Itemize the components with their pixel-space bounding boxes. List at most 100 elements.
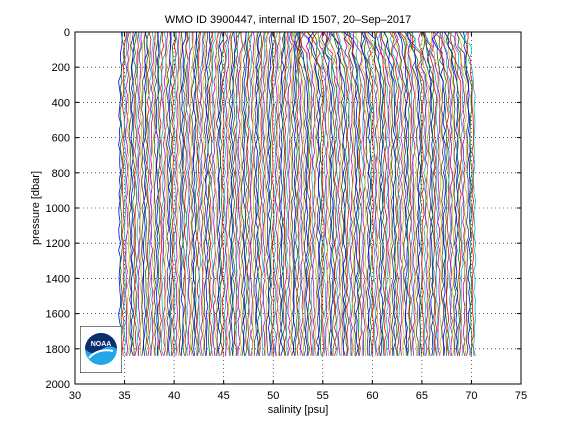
series-line bbox=[200, 31, 206, 356]
series-line bbox=[214, 31, 220, 356]
series-line bbox=[330, 31, 347, 356]
series-line bbox=[255, 31, 262, 356]
series-line bbox=[205, 31, 211, 356]
series-line bbox=[321, 31, 332, 356]
series-line bbox=[300, 31, 313, 356]
series-line bbox=[150, 31, 156, 356]
series-line bbox=[466, 31, 475, 356]
series-line bbox=[322, 31, 336, 356]
x-tick-label: 35 bbox=[118, 390, 130, 402]
series-line bbox=[141, 31, 147, 356]
series-line bbox=[226, 31, 232, 356]
series-line bbox=[373, 31, 388, 356]
y-tick-label: 200 bbox=[52, 62, 70, 74]
series-line bbox=[364, 31, 375, 356]
series-line bbox=[269, 31, 276, 356]
series-line bbox=[463, 31, 471, 356]
series-line bbox=[328, 31, 341, 356]
series-line bbox=[419, 31, 430, 356]
series-line bbox=[191, 31, 197, 356]
y-axis-label: pressure [dbar] bbox=[30, 171, 42, 245]
series-line bbox=[242, 31, 248, 356]
series-line bbox=[328, 31, 343, 356]
series-line bbox=[374, 31, 386, 356]
series-line bbox=[121, 31, 128, 356]
series-line bbox=[360, 31, 373, 356]
series-line bbox=[258, 31, 265, 356]
series-line bbox=[173, 31, 179, 356]
series-line bbox=[267, 31, 274, 356]
x-tick-label: 65 bbox=[416, 390, 428, 402]
series-line bbox=[241, 31, 247, 356]
noaa-logo: NOAA bbox=[80, 326, 122, 373]
series-line bbox=[344, 31, 357, 356]
series-line bbox=[185, 31, 192, 356]
series-line bbox=[283, 31, 289, 356]
series-line bbox=[445, 31, 457, 356]
series-line bbox=[463, 31, 477, 356]
series-line bbox=[167, 31, 172, 356]
series-line bbox=[367, 31, 384, 356]
logo-wave bbox=[88, 349, 114, 359]
series-line bbox=[306, 31, 318, 356]
series-line bbox=[307, 31, 320, 356]
x-tick-label: 30 bbox=[69, 390, 81, 402]
series-line bbox=[239, 31, 245, 356]
series-line bbox=[421, 31, 432, 356]
series-line bbox=[291, 31, 302, 356]
series-line bbox=[266, 31, 273, 356]
series-line bbox=[228, 31, 234, 356]
x-tick-label: 75 bbox=[515, 390, 527, 402]
series-line bbox=[450, 31, 462, 356]
series-line bbox=[223, 32, 229, 356]
series-line bbox=[224, 31, 232, 356]
series-line bbox=[326, 31, 339, 356]
series-line bbox=[403, 31, 418, 356]
series-line bbox=[194, 31, 200, 356]
series-line bbox=[433, 31, 450, 356]
series-line bbox=[299, 31, 314, 356]
series-line bbox=[233, 31, 241, 356]
series-line bbox=[146, 31, 152, 356]
series-line bbox=[307, 31, 322, 356]
series-line bbox=[298, 31, 309, 356]
series-line bbox=[246, 31, 253, 356]
series-line bbox=[333, 31, 348, 356]
series-line bbox=[411, 32, 425, 356]
y-tick-label: 2000 bbox=[46, 379, 70, 391]
series-line bbox=[201, 31, 208, 356]
series-line bbox=[459, 31, 473, 356]
series-line bbox=[271, 31, 277, 356]
series-line bbox=[348, 31, 361, 356]
series-line bbox=[198, 31, 204, 356]
series-line bbox=[125, 31, 130, 356]
series-line bbox=[169, 31, 176, 356]
series-line bbox=[373, 31, 382, 356]
series-line bbox=[360, 31, 371, 356]
x-tick-label: 45 bbox=[218, 390, 230, 402]
series-line bbox=[438, 31, 448, 356]
y-tick-label: 1800 bbox=[46, 344, 70, 356]
series-line bbox=[317, 31, 330, 356]
series-line bbox=[285, 31, 290, 356]
series-line bbox=[393, 31, 407, 356]
series-line bbox=[274, 31, 281, 356]
x-tick-label: 40 bbox=[168, 390, 180, 402]
series-line bbox=[398, 31, 411, 356]
series-line bbox=[376, 31, 389, 356]
series-line bbox=[341, 31, 355, 356]
series-line bbox=[391, 31, 405, 356]
series-line bbox=[153, 31, 159, 356]
series-line bbox=[237, 31, 244, 356]
series-line bbox=[130, 31, 137, 356]
series-line bbox=[180, 31, 186, 356]
series-line bbox=[123, 31, 129, 356]
series-group bbox=[118, 31, 477, 356]
series-line bbox=[119, 31, 125, 356]
series-line bbox=[176, 31, 183, 356]
series-line bbox=[287, 31, 293, 356]
series-line bbox=[251, 31, 258, 356]
x-tick-label: 60 bbox=[366, 390, 378, 402]
series-line bbox=[431, 31, 441, 356]
series-line bbox=[250, 31, 255, 356]
